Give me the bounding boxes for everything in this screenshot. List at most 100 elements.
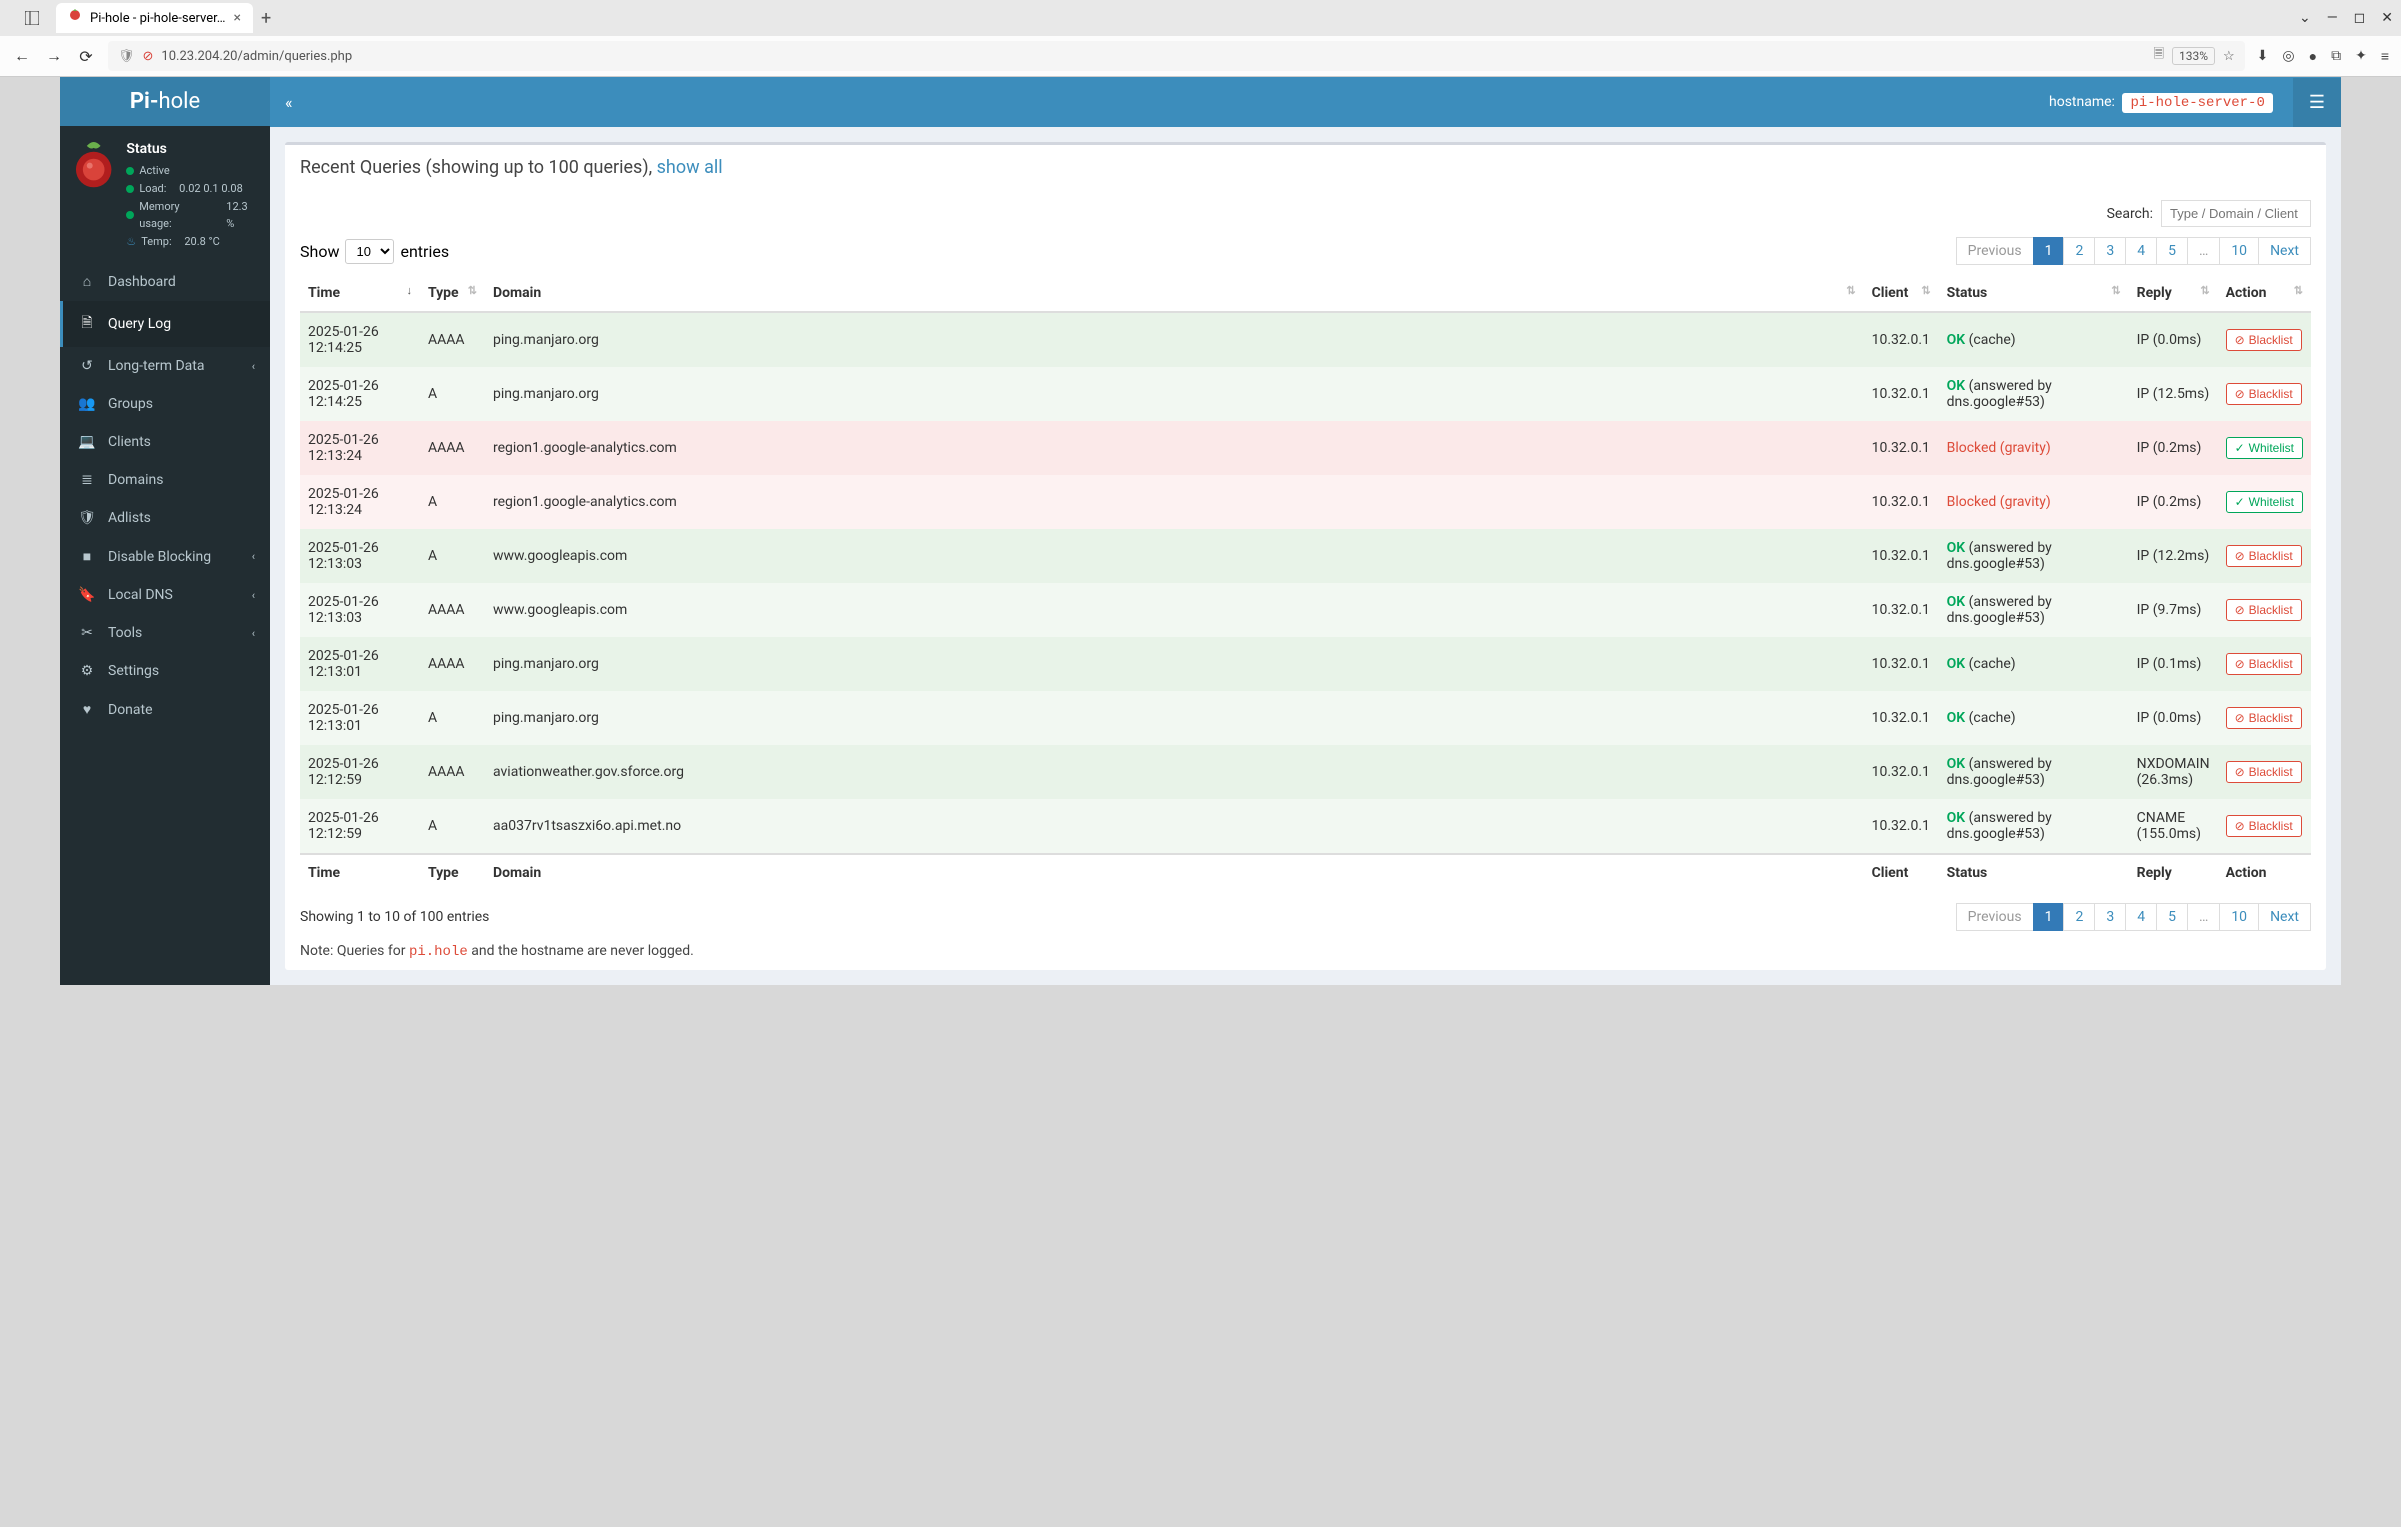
page-5[interactable]: 5: [2156, 237, 2188, 265]
bookmark-icon: 🔖: [78, 587, 96, 603]
page-5[interactable]: 5: [2156, 903, 2188, 931]
th-status[interactable]: Status⇅: [1939, 275, 2129, 312]
cell-domain: ping.manjaro.org: [485, 312, 1864, 367]
page-3[interactable]: 3: [2094, 903, 2126, 931]
page-2[interactable]: 2: [2063, 237, 2095, 265]
page-10[interactable]: 10: [2219, 237, 2259, 265]
page-1[interactable]: 1: [2033, 237, 2065, 265]
logo-header[interactable]: Pi-hole: [60, 77, 270, 126]
page-next[interactable]: Next: [2258, 237, 2311, 265]
blacklist-button[interactable]: ⊘Blacklist: [2226, 383, 2302, 405]
nav-localdns[interactable]: 🔖Local DNS‹: [60, 576, 270, 614]
blacklist-button[interactable]: ⊘Blacklist: [2226, 599, 2302, 621]
addon-icon[interactable]: ✦: [2355, 48, 2367, 64]
blacklist-button[interactable]: ⊘Blacklist: [2226, 545, 2302, 567]
ublock-icon[interactable]: ●: [2309, 48, 2317, 65]
cell-type: A: [420, 691, 485, 745]
url-bar[interactable]: 🛡 ⊘ 10.23.204.20/admin/queries.php 🗏 133…: [108, 41, 2245, 71]
download-icon[interactable]: ⬇: [2257, 48, 2269, 64]
cell-client: 10.32.0.1: [1864, 475, 1939, 529]
maximize-icon[interactable]: ◻: [2354, 10, 2366, 26]
menu-icon[interactable]: ≡: [2381, 48, 2389, 65]
cell-reply: IP (0.1ms): [2129, 637, 2218, 691]
browser-tab[interactable]: Pi-hole - pi-hole-server… ×: [56, 3, 253, 33]
nav-domains[interactable]: ≣Domains: [60, 461, 270, 499]
nav-clients[interactable]: 💻Clients: [60, 423, 270, 461]
blacklist-button[interactable]: ⊘Blacklist: [2226, 815, 2302, 837]
note-suffix: and the hostname are never logged.: [468, 943, 694, 959]
back-button[interactable]: ←: [12, 46, 32, 66]
table-row[interactable]: 2025-01-26 12:13:24Aregion1.google-analy…: [300, 475, 2311, 529]
page-1[interactable]: 1: [2033, 903, 2065, 931]
nav-donate[interactable]: ♥Donate: [60, 690, 270, 729]
blacklist-button[interactable]: ⊘Blacklist: [2226, 761, 2302, 783]
page-prev[interactable]: Previous: [1956, 237, 2034, 265]
search-input[interactable]: [2161, 200, 2311, 227]
table-row[interactable]: 2025-01-26 12:12:59AAAAaviationweather.g…: [300, 745, 2311, 799]
tf-status: Status: [1939, 854, 2129, 891]
chevron-down-icon[interactable]: ⌄: [2299, 10, 2311, 26]
blacklist-button[interactable]: ⊘Blacklist: [2226, 707, 2302, 729]
table-row[interactable]: 2025-01-26 12:13:01Aping.manjaro.org10.3…: [300, 691, 2311, 745]
page-2[interactable]: 2: [2063, 903, 2095, 931]
page-prev[interactable]: Previous: [1956, 903, 2034, 931]
table-row[interactable]: 2025-01-26 12:12:59Aaa037rv1tsaszxi6o.ap…: [300, 799, 2311, 854]
entries-select[interactable]: 10: [345, 239, 394, 264]
th-reply[interactable]: Reply⇅: [2129, 275, 2218, 312]
ban-icon: ⊘: [2235, 765, 2245, 779]
list-icon: ≣: [78, 472, 96, 488]
whitelist-button[interactable]: ✓Whitelist: [2226, 491, 2303, 513]
th-client[interactable]: Client⇅: [1864, 275, 1939, 312]
page-…: …: [2187, 237, 2220, 265]
nav-dashboard[interactable]: ⌂Dashboard: [60, 262, 270, 301]
blacklist-button[interactable]: ⊘Blacklist: [2226, 653, 2302, 675]
blacklist-button[interactable]: ⊘Blacklist: [2226, 329, 2302, 351]
show-all-link[interactable]: show all: [657, 157, 723, 178]
temp-label: Temp:: [141, 233, 171, 251]
tf-action: Action: [2218, 854, 2311, 891]
nav-adlists[interactable]: 🛡Adlists: [60, 499, 270, 537]
account-icon[interactable]: ◎: [2282, 48, 2294, 64]
table-row[interactable]: 2025-01-26 12:14:25AAAAping.manjaro.org1…: [300, 312, 2311, 367]
close-window-icon[interactable]: ✕: [2381, 10, 2393, 26]
th-time[interactable]: Time↓: [300, 275, 420, 312]
th-action[interactable]: Action⇅: [2218, 275, 2311, 312]
close-icon[interactable]: ×: [233, 10, 240, 26]
table-row[interactable]: 2025-01-26 12:13:24AAAAregion1.google-an…: [300, 421, 2311, 475]
table-row[interactable]: 2025-01-26 12:14:25Aping.manjaro.org10.3…: [300, 367, 2311, 421]
nav-tools[interactable]: ✂Tools‹: [60, 614, 270, 652]
th-domain[interactable]: Domain⇅: [485, 275, 1864, 312]
tab-bar: Pi-hole - pi-hole-server… × + ⌄ — ◻ ✕: [0, 0, 2401, 36]
zoom-level[interactable]: 133%: [2172, 47, 2215, 65]
page-10[interactable]: 10: [2219, 903, 2259, 931]
nav-querylog[interactable]: 🗎Query Log: [60, 301, 270, 347]
hamburger-icon[interactable]: ☰: [2293, 78, 2341, 127]
minimize-icon[interactable]: —: [2327, 10, 2338, 26]
th-type[interactable]: Type⇅: [420, 275, 485, 312]
page-4[interactable]: 4: [2125, 237, 2157, 265]
page-3[interactable]: 3: [2094, 237, 2126, 265]
nav-label: Groups: [108, 396, 153, 412]
bookmark-icon[interactable]: ☆: [2223, 49, 2235, 64]
nav-longterm[interactable]: ↺Long-term Data‹: [60, 347, 270, 385]
page-next[interactable]: Next: [2258, 903, 2311, 931]
nav-settings[interactable]: ⚙Settings: [60, 652, 270, 690]
cell-client: 10.32.0.1: [1864, 583, 1939, 637]
reader-icon[interactable]: 🗏: [2154, 45, 2164, 67]
nav-disable[interactable]: ■Disable Blocking‹: [60, 537, 270, 576]
table-row[interactable]: 2025-01-26 12:13:03AAAAwww.googleapis.co…: [300, 583, 2311, 637]
table-row[interactable]: 2025-01-26 12:13:01AAAAping.manjaro.org1…: [300, 637, 2311, 691]
page-4[interactable]: 4: [2125, 903, 2157, 931]
cell-domain: ping.manjaro.org: [485, 367, 1864, 421]
new-tab-button[interactable]: +: [261, 8, 271, 29]
reload-button[interactable]: ⟳: [76, 47, 96, 66]
whitelist-button[interactable]: ✓Whitelist: [2226, 437, 2303, 459]
forward-button[interactable]: →: [44, 46, 64, 66]
table-row[interactable]: 2025-01-26 12:13:03Awww.googleapis.com10…: [300, 529, 2311, 583]
nav-groups[interactable]: 👥Groups: [60, 385, 270, 423]
toggle-sidebar-icon[interactable]: «: [285, 93, 293, 112]
extension-icon[interactable]: ⧉: [2331, 48, 2341, 64]
content: Recent Queries (showing up to 100 querie…: [270, 127, 2341, 985]
sidebar-toggle-icon[interactable]: [8, 11, 56, 25]
cell-reply: IP (9.7ms): [2129, 583, 2218, 637]
